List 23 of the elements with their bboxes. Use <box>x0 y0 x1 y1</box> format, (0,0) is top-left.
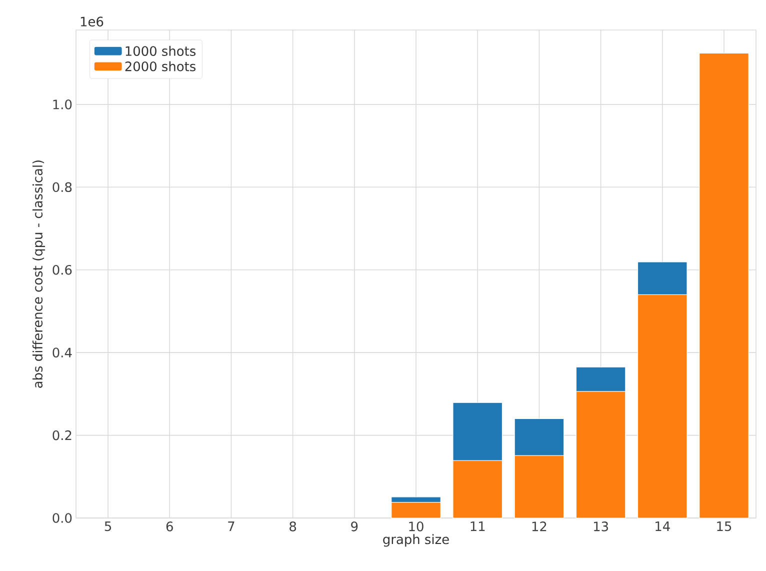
y-tick-label: 0.4 <box>52 348 72 358</box>
x-axis-title: graph size <box>383 534 449 547</box>
x-tick-label: 10 <box>409 522 424 532</box>
x-tick-label: 14 <box>656 522 670 531</box>
x-tick-label: 5 <box>104 522 112 532</box>
x-tick-label: 9 <box>351 522 358 532</box>
x-tick-label: 11 <box>470 522 485 531</box>
bar <box>699 52 749 518</box>
x-tick-label: 12 <box>532 522 546 532</box>
legend-label: 1000 shots <box>126 46 196 56</box>
y-tick-label: 0.8 <box>52 182 72 192</box>
y-axis-title: abs difference cost (qpu - classical) <box>32 160 46 388</box>
y-tick-label: 1.0 <box>53 100 72 110</box>
x-tick-label: 15 <box>717 522 732 532</box>
y-tick-label: 0.2 <box>52 430 72 440</box>
x-tick-label: 13 <box>594 522 608 532</box>
text: 1e6 <box>80 16 104 26</box>
y-tick-label: 0.0 <box>52 513 72 523</box>
x-tick-label: 8 <box>290 522 296 532</box>
x-tick-label: 7 <box>228 522 234 531</box>
x-tick-label: 6 <box>166 522 173 532</box>
y-tick-label: 0.6 <box>52 264 72 275</box>
legend-label: 2000 shots <box>125 61 196 72</box>
